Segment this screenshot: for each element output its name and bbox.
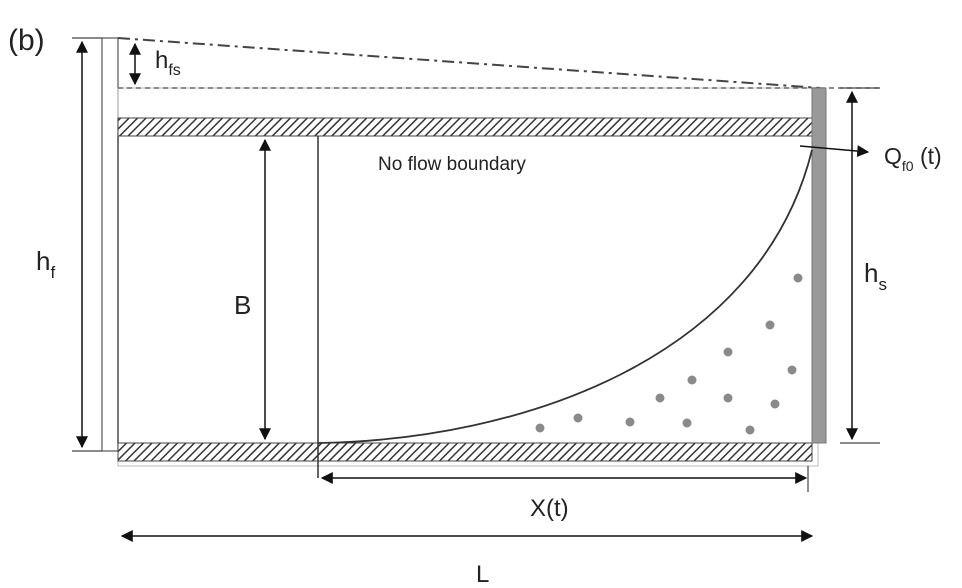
q-label: Qf0 (t) [884,143,942,174]
q-label-sub: f0 [902,158,914,174]
hfs-label: hfs [155,47,181,79]
hs-label-sub: s [878,275,887,294]
saltwater-dot [625,417,635,427]
left-reservoir [72,37,119,452]
no-flow-label: No flow boundary [378,154,526,175]
saltwater-dot [793,273,803,283]
domain-frame [117,87,819,467]
q-label-main: Q [884,143,902,169]
hf-label: hf [36,246,55,282]
hs-label-main: h [864,258,878,288]
saltwater-dot [770,399,780,409]
saltwater-dot [765,320,775,330]
saltwater-dot [682,418,692,428]
b-label: B [234,290,251,320]
saltwater-dot [687,375,697,385]
hs-label: hs [864,258,887,294]
q-label-suffix: (t) [914,143,942,169]
hfs-label-main: h [155,47,168,74]
interface-curve [317,149,813,444]
hfs-label-sub: fs [168,62,180,79]
saltwater-dot [723,347,733,357]
right-boundary [811,87,827,444]
hf-label-main: h [36,246,50,276]
l-label: L [476,561,489,588]
saltwater-dots [535,273,803,435]
head-line-dashdot [117,37,821,89]
saltwater-dot [723,393,733,403]
saltwater-dot [787,365,797,375]
saltwater-dot [745,425,755,435]
hf-label-sub: f [50,263,55,282]
saltwater-dot [573,413,583,423]
saltwater-dot [655,393,665,403]
saltwater-dot [535,423,545,433]
panel-label: (b) [8,24,45,57]
outflow-arrow [799,145,870,158]
bottom-confining-layer [117,442,813,462]
x-label: X(t) [530,495,569,522]
top-confining-layer [117,117,813,137]
